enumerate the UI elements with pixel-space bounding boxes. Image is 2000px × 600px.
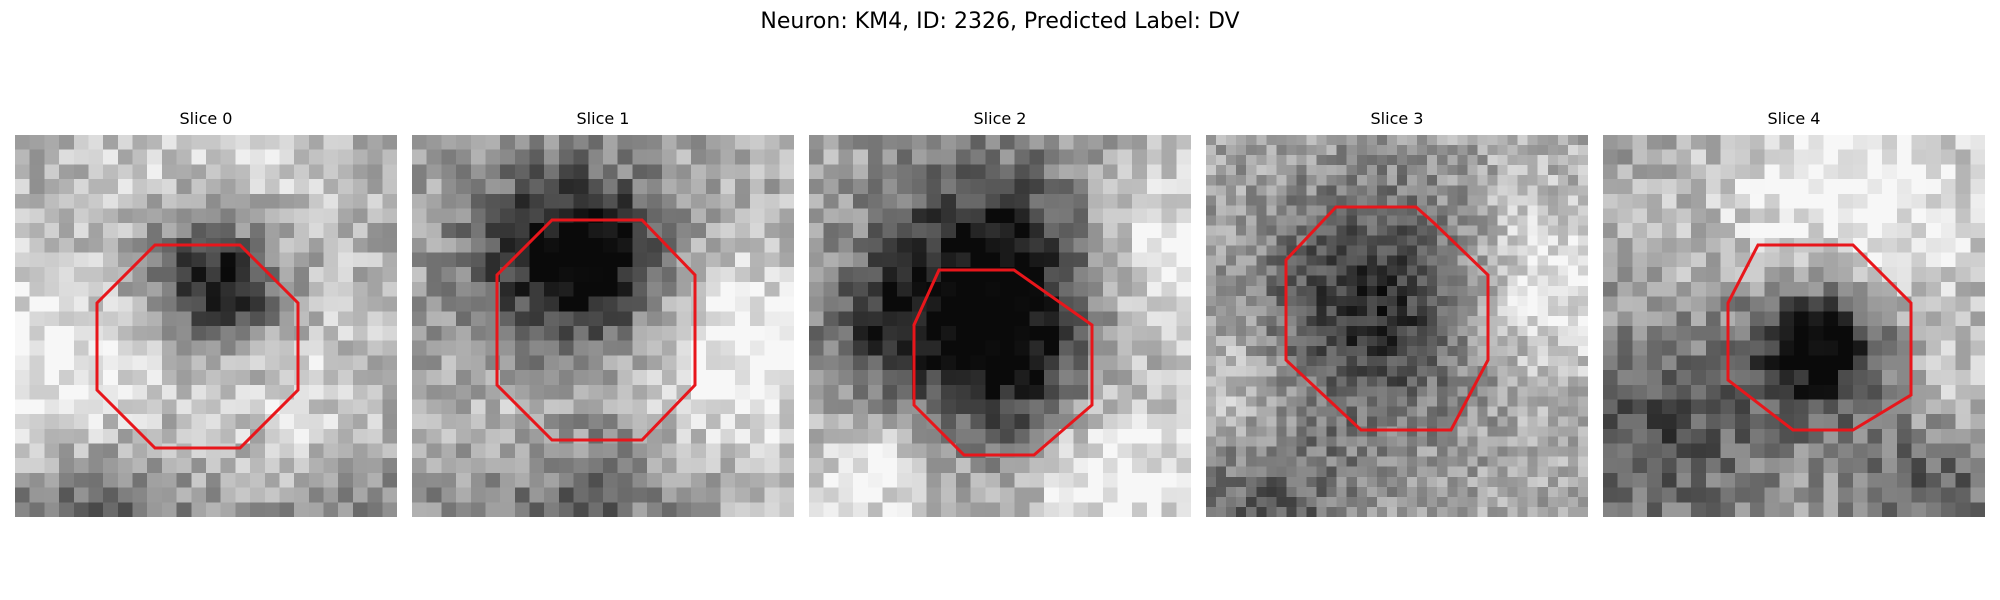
roi-octagon-outline — [912, 268, 1094, 457]
slice-panel-2: Slice 2 — [809, 108, 1191, 517]
slice-title: Slice 0 — [179, 109, 233, 128]
slice-title: Slice 2 — [973, 109, 1027, 128]
slice-panel-1: Slice 1 — [412, 108, 794, 517]
roi-octagon-outline — [1726, 243, 1913, 432]
figure-title: Neuron: KM4, ID: 2326, Predicted Label: … — [760, 9, 1240, 34]
slice-pixel-texture — [1206, 135, 1588, 517]
slice-pixel-texture — [15, 135, 397, 517]
slice-panel-0: Slice 0 — [15, 108, 397, 517]
slice-title: Slice 1 — [576, 109, 630, 128]
slice-pixel-texture — [412, 135, 794, 517]
slice-pixel-texture — [809, 135, 1191, 517]
slice-image — [412, 135, 794, 517]
slice-pixel-texture — [1603, 135, 1985, 517]
roi-octagon-outline — [1284, 205, 1490, 432]
slice-image — [1603, 135, 1985, 517]
roi-octagon-outline — [495, 218, 697, 442]
slice-image — [15, 135, 397, 517]
slice-image — [1206, 135, 1588, 517]
roi-octagon-outline — [95, 243, 300, 450]
slice-panel-3: Slice 3 — [1206, 108, 1588, 517]
slice-title: Slice 4 — [1767, 109, 1821, 128]
slice-panel-4: Slice 4 — [1603, 108, 1985, 517]
slice-title: Slice 3 — [1370, 109, 1424, 128]
slice-image — [809, 135, 1191, 517]
